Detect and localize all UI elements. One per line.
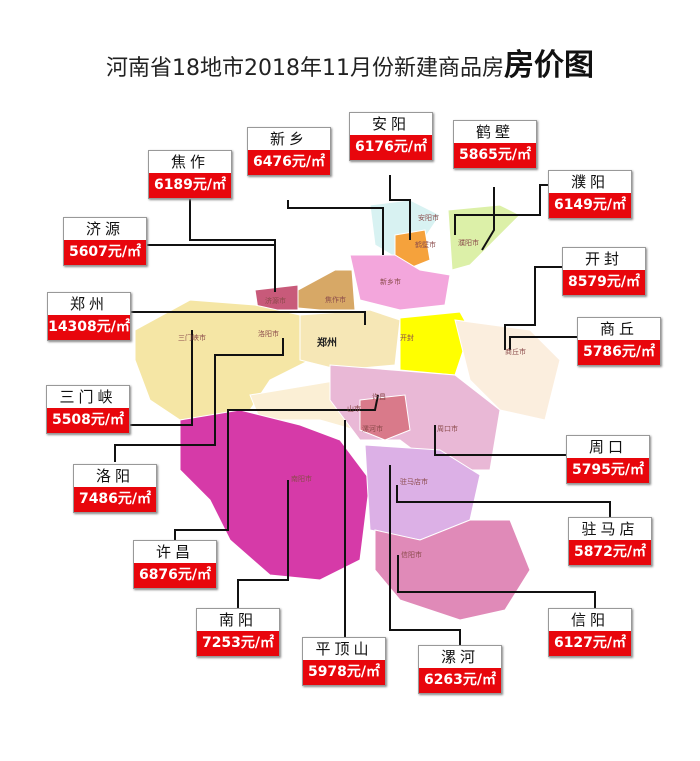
price-label-nanyang: 南阳 7253元/㎡: [196, 608, 280, 657]
region-jiyuan: [254, 284, 299, 311]
map-label-zhumadian: 驻马店市: [400, 478, 428, 486]
city-price: 6476元/㎡: [248, 150, 330, 175]
city-name: 信阳: [549, 609, 631, 631]
city-name: 鹤壁: [454, 121, 536, 143]
map-label-xinxiang: 新乡市: [380, 278, 401, 286]
city-name: 安阳: [350, 113, 432, 135]
city-price: 5865元/㎡: [454, 143, 536, 168]
map-label-zhengzhou: 郑州: [317, 338, 337, 349]
city-price: 6189元/㎡: [149, 173, 231, 198]
price-label-xuchang: 许昌 6876元/㎡: [133, 540, 217, 589]
price-label-shangqiu: 商丘 5786元/㎡: [577, 317, 661, 366]
region-zhengzhou: [299, 309, 401, 371]
price-label-zhengzhou: 郑州 14308元/㎡: [47, 292, 131, 341]
city-price: 7253元/㎡: [197, 631, 279, 656]
region-xinxiang: [349, 254, 451, 311]
price-label-luohe: 漯河 6263元/㎡: [418, 645, 502, 694]
map-label-sanmenxia: 三门峡市: [178, 334, 206, 342]
map-label-xinyang: 信阳市: [401, 551, 422, 559]
city-name: 濮阳: [549, 171, 631, 193]
city-price: 14308元/㎡: [48, 315, 130, 340]
map-label-xuchang: 许昌: [372, 393, 386, 401]
map-label-puyang: 濮阳市: [458, 239, 479, 247]
city-name: 南阳: [197, 609, 279, 631]
city-name: 三门峡: [47, 386, 129, 408]
map-label-nanyang: 南阳市: [291, 475, 312, 483]
city-price: 5872元/㎡: [569, 540, 651, 565]
price-label-xinyang: 信阳 6127元/㎡: [548, 608, 632, 657]
price-label-hebi: 鹤壁 5865元/㎡: [453, 120, 537, 169]
city-price: 5978元/㎡: [303, 660, 385, 685]
price-label-jiyuan: 济源 5607元/㎡: [63, 217, 147, 266]
city-name: 驻马店: [569, 518, 651, 540]
price-label-jiaozuo: 焦作 6189元/㎡: [148, 150, 232, 199]
leader-lines: [114, 175, 611, 645]
city-price: 5607元/㎡: [64, 240, 146, 265]
city-price: 6263元/㎡: [419, 668, 501, 693]
city-name: 济源: [64, 218, 146, 240]
city-price: 5795元/㎡: [567, 458, 649, 483]
map-label-pingdingshan: 山市: [347, 405, 361, 413]
map-label-luohe: 漯河市: [362, 425, 383, 433]
region-shangqiu: [454, 319, 561, 421]
city-name: 漯河: [419, 646, 501, 668]
price-label-zhumadian: 驻马店 5872元/㎡: [568, 517, 652, 566]
price-label-sanmenxia: 三门峡 5508元/㎡: [46, 385, 130, 434]
map-label-kaifeng: 开封: [400, 334, 414, 342]
city-price: 6149元/㎡: [549, 193, 631, 218]
map-label-hebi: 鹤壁市: [415, 241, 436, 249]
page-title: 河南省18地市2018年11月份新建商品房房价图: [0, 40, 700, 84]
region-sanmenxia-luoyang: [134, 299, 311, 421]
city-name: 新乡: [248, 128, 330, 150]
city-price: 5508元/㎡: [47, 408, 129, 433]
title-emphasis: 房价图: [503, 48, 594, 83]
title-main: 河南省18地市2018年11月份新建商品房: [106, 56, 504, 81]
city-name: 周口: [567, 436, 649, 458]
region-kaifeng: [399, 311, 471, 376]
city-price: 6876元/㎡: [134, 563, 216, 588]
city-price: 6176元/㎡: [350, 135, 432, 160]
region-luohe: [359, 394, 411, 441]
region-xinyang: [374, 519, 531, 621]
city-name: 商丘: [578, 318, 660, 340]
region-puyang: [447, 204, 521, 271]
city-price: 6127元/㎡: [549, 631, 631, 656]
price-label-puyang: 濮阳 6149元/㎡: [548, 170, 632, 219]
city-name: 郑州: [48, 293, 130, 315]
city-name: 焦作: [149, 151, 231, 173]
city-price: 8579元/㎡: [563, 270, 645, 295]
price-label-zhoukou: 周口 5795元/㎡: [566, 435, 650, 484]
map-label-luoyang: 洛阳市: [258, 330, 279, 338]
city-price: 5786元/㎡: [578, 340, 660, 365]
city-name: 洛阳: [74, 465, 156, 487]
city-name: 开封: [563, 248, 645, 270]
map-label-zhoukou: 周口市: [437, 425, 458, 433]
map-label-shangqiu: 商丘市: [505, 348, 526, 356]
map-label-jiyuan: 济源市: [265, 297, 286, 305]
price-label-xinxiang: 新乡 6476元/㎡: [247, 127, 331, 176]
price-label-luoyang: 洛阳 7486元/㎡: [73, 464, 157, 513]
city-price: 7486元/㎡: [74, 487, 156, 512]
price-label-anyang: 安阳 6176元/㎡: [349, 112, 433, 161]
city-name: 许昌: [134, 541, 216, 563]
map-label-anyang: 安阳市: [418, 214, 439, 222]
region-hebi: [394, 229, 431, 269]
map-label-jiaozuo: 焦作市: [325, 296, 346, 304]
city-name: 平顶山: [303, 638, 385, 660]
price-label-pingdingshan: 平顶山 5978元/㎡: [302, 637, 386, 686]
price-label-kaifeng: 开封 8579元/㎡: [562, 247, 646, 296]
